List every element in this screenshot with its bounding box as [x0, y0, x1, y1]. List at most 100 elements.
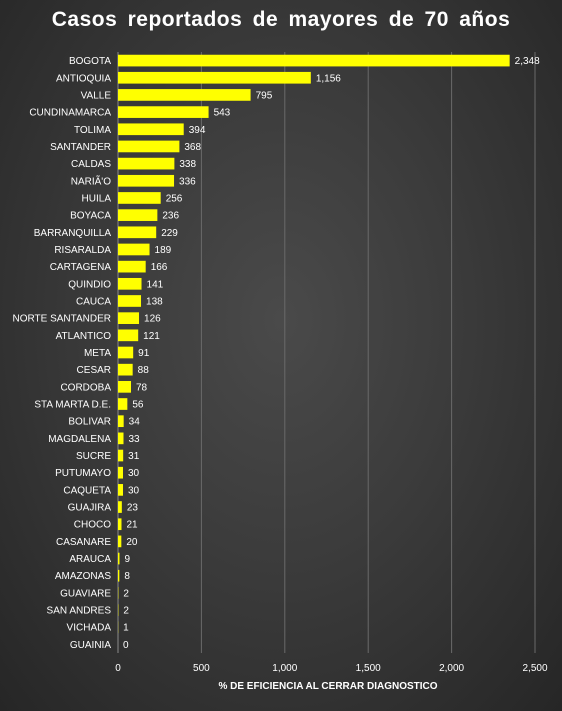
data-label: 9 — [125, 554, 131, 565]
bar — [118, 157, 175, 170]
bar — [118, 295, 142, 307]
category-label: HUILA — [82, 193, 112, 204]
data-label: 189 — [155, 245, 172, 256]
data-label: 1,156 — [316, 73, 341, 84]
category-label: CHOCO — [74, 520, 111, 531]
category-label: VICHADA — [67, 623, 112, 634]
bar — [118, 277, 142, 290]
category-label: GUAJIRA — [68, 503, 112, 514]
category-label: CUNDINAMARCA — [29, 108, 111, 119]
bar — [118, 54, 510, 67]
bar — [118, 226, 157, 239]
bar — [118, 312, 140, 324]
x-tick-label: 1,500 — [356, 663, 381, 674]
category-label: RISARALDA — [54, 245, 111, 256]
category-label: CARTAGENA — [50, 262, 112, 273]
category-label: CALDAS — [71, 159, 111, 170]
category-label: PUTUMAYO — [55, 468, 111, 479]
data-label: 338 — [179, 159, 196, 170]
data-label: 91 — [138, 348, 150, 359]
bar — [118, 466, 124, 479]
category-label: SANTANDER — [50, 142, 111, 153]
bar — [118, 106, 209, 118]
data-label: 88 — [138, 365, 150, 376]
chart-title: Casos reportados de mayores de 70 años — [51, 8, 511, 31]
category-label: MAGDALENA — [48, 434, 111, 445]
data-label: 21 — [127, 520, 139, 531]
bar — [118, 329, 139, 342]
data-label: 166 — [151, 262, 168, 273]
category-label: ANTIOQUIA — [56, 73, 111, 84]
category-label: BOYACA — [70, 211, 111, 222]
data-label: 368 — [184, 142, 201, 153]
data-label: 141 — [147, 279, 164, 290]
data-label: 795 — [256, 90, 273, 101]
bar — [118, 174, 175, 187]
data-label: 31 — [128, 451, 140, 462]
category-label: STA MARTA D.E. — [34, 400, 111, 411]
data-label: 20 — [126, 537, 138, 548]
bar — [118, 415, 124, 428]
category-label: BOGOTA — [69, 56, 111, 67]
data-label: 30 — [128, 468, 140, 479]
category-label: ATLANTICO — [56, 331, 112, 342]
data-label: 8 — [124, 571, 130, 582]
bar — [118, 346, 134, 359]
category-label: NARIÃ'O — [71, 174, 111, 187]
data-label: 138 — [146, 296, 163, 307]
category-label: SUCRE — [76, 451, 111, 462]
data-label: 394 — [189, 125, 206, 136]
bar — [118, 432, 124, 445]
category-label: TOLIMA — [74, 125, 111, 136]
x-tick-label: 1,000 — [272, 663, 297, 674]
data-label: 33 — [129, 434, 141, 445]
bar — [118, 363, 133, 376]
bar — [118, 381, 132, 393]
bar — [118, 71, 311, 84]
data-label: 229 — [161, 228, 178, 239]
data-label: 23 — [127, 503, 139, 514]
bar — [118, 552, 120, 565]
data-label: 1 — [123, 623, 129, 634]
category-label: BARRANQUILLA — [34, 228, 112, 239]
bar — [118, 501, 122, 513]
category-label: CASANARE — [56, 537, 111, 548]
category-label: ARAUCA — [69, 554, 111, 565]
data-label: 34 — [129, 417, 141, 428]
bar — [118, 209, 158, 221]
bar — [118, 123, 184, 136]
data-label: 256 — [166, 193, 183, 204]
bar — [118, 449, 124, 462]
x-tick-label: 2,500 — [522, 663, 547, 674]
data-label: 0 — [123, 640, 129, 651]
category-label: CAQUETA — [63, 485, 111, 496]
category-label: GUAINIA — [70, 640, 111, 651]
bar — [118, 398, 128, 410]
x-tick-label: 2,000 — [439, 663, 464, 674]
data-label: 336 — [179, 176, 196, 187]
category-label: GUAVIARE — [60, 588, 111, 599]
data-label: 30 — [128, 485, 140, 496]
bar — [118, 89, 251, 101]
bar — [118, 260, 146, 273]
bar — [118, 484, 124, 496]
category-label: VALLE — [81, 90, 112, 101]
data-label: 126 — [144, 314, 161, 325]
x-tick-label: 500 — [193, 663, 210, 674]
category-label: CAUCA — [76, 296, 111, 307]
category-label: CESAR — [77, 365, 111, 376]
bar — [118, 569, 120, 582]
x-tick-label: 0 — [115, 663, 121, 674]
category-label: QUINDIO — [68, 279, 111, 290]
data-label: 78 — [136, 382, 148, 393]
category-label: META — [84, 348, 111, 359]
bar — [118, 243, 150, 256]
data-label: 121 — [143, 331, 160, 342]
x-axis-label: % DE EFICIENCIA AL CERRAR DIAGNOSTICO — [218, 681, 438, 692]
bar — [118, 140, 180, 153]
data-label: 543 — [214, 108, 231, 119]
category-label: SAN ANDRES — [47, 606, 112, 617]
data-label: 2,348 — [515, 56, 540, 67]
